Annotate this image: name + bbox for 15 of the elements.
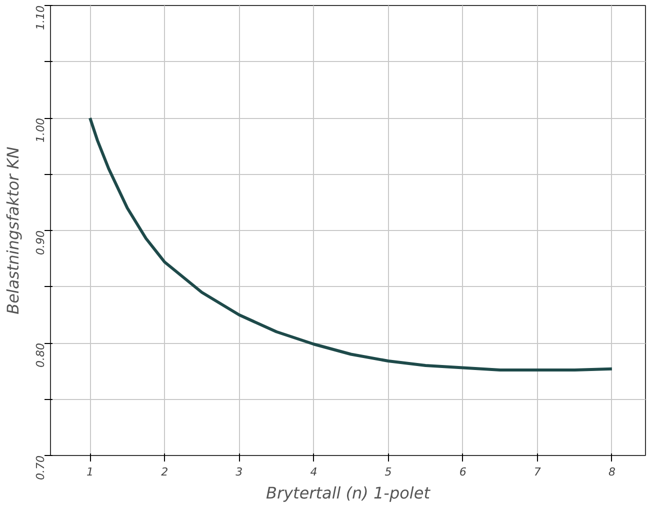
x-tick-label: 5 [384,466,392,478]
x-tick-label: 4 [310,466,318,478]
x-axis-title: Brytertall (n) 1-polet [266,484,431,502]
y-tick-label: 0.70 [34,455,47,480]
x-tick-label: 6 [459,466,466,478]
x-tick-label: 3 [236,466,243,478]
y-tick-label: 0.90 [34,230,47,255]
y-tick-label: 0.80 [34,342,47,368]
x-tick-label: 8 [608,466,616,478]
y-axis-title: Belastningsfaktor KN [4,146,22,314]
y-tick-label: 1.10 [34,5,47,30]
x-tick-label: 1 [86,466,94,478]
x-tick-label: 7 [534,466,541,478]
y-tick-label: 1.00 [34,118,47,142]
x-tick-label: 2 [161,466,168,478]
